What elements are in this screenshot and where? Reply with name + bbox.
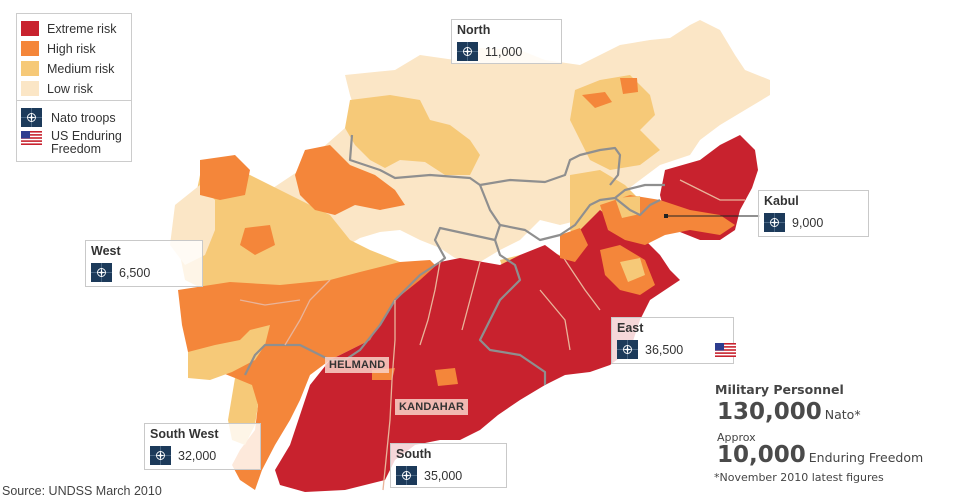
callout-east: East 36,500 [611, 317, 737, 364]
region-high-risk-west-patch [240, 225, 275, 255]
region-high-risk-north-patch1 [582, 92, 612, 108]
legend-label: Nato troops [51, 110, 116, 125]
nato-total-suffix: Nato* [824, 407, 861, 422]
province-label-kandahar: KANDAHAR [395, 399, 469, 415]
us-label-line1: US Enduring [51, 129, 122, 143]
us-flag-icon [21, 131, 42, 145]
legend-label: Low risk [47, 81, 93, 96]
region-troop-count: 35,000 [424, 468, 463, 483]
nato-total-value: 130,000 [717, 399, 822, 425]
regional-command-borders [244, 134, 665, 385]
region-troop-count: 32,000 [178, 448, 217, 463]
region-high-risk-east-strip [560, 228, 588, 262]
region-troop-count: 9,000 [792, 215, 824, 230]
medium-risk-swatch [21, 61, 39, 76]
region-troop-count: 36,500 [645, 342, 684, 357]
region-medium-risk-nimroz-patch [188, 325, 270, 380]
summary-heading: Military Personnel [715, 382, 844, 397]
us-label-line2: Freedom [51, 142, 102, 156]
province-label-helmand: HELMAND [325, 357, 390, 373]
province-borders [239, 179, 745, 491]
nato-compass-icon [617, 340, 638, 359]
map-legend: Extreme risk High risk Medium risk Low r… [16, 13, 132, 162]
legend-label: US Enduring Freedom [51, 130, 122, 156]
region-troop-count: 6,500 [119, 265, 151, 280]
region-medium-risk-north [345, 95, 480, 175]
legend-item-low-risk: Low risk [21, 81, 93, 96]
legend-item-high-risk: High risk [21, 41, 96, 56]
region-troops-row: 11,000 [457, 42, 522, 61]
region-high-risk-kandahar-patch [435, 368, 458, 386]
callout-west: West 6,500 [85, 240, 203, 287]
region-medium-risk-east-patch [620, 258, 645, 282]
callout-kabul: Kabul 9,000 [758, 190, 869, 237]
nato-compass-icon [91, 263, 112, 282]
kabul-pointer-dot [664, 214, 668, 218]
nato-compass-icon [150, 446, 171, 465]
region-troops-row: 32,000 [150, 446, 216, 465]
nato-compass-icon [21, 108, 42, 127]
nato-total-row: 130,000 Nato* [717, 399, 861, 425]
region-troops-row: 36,500 [617, 340, 737, 359]
us-flag-icon [715, 342, 737, 357]
legend-item-medium-risk: Medium risk [21, 61, 114, 76]
legend-item-extreme-risk: Extreme risk [21, 21, 116, 36]
region-name: West [91, 244, 121, 258]
legend-label: High risk [47, 41, 96, 56]
region-high-risk-badghis [295, 145, 405, 215]
oef-total-suffix: Enduring Freedom [808, 450, 924, 465]
region-name: South West [150, 427, 219, 441]
legend-label: Extreme risk [47, 21, 117, 36]
source-credit: Source: UNDSS March 2010 [2, 484, 162, 498]
callout-north: North 11,000 [451, 19, 562, 64]
approx-label: Approx [717, 431, 756, 444]
callout-south-west: South West 32,000 [144, 423, 261, 470]
summary-footnote: *November 2010 latest figures [714, 471, 884, 484]
region-high-risk-southwest [178, 260, 440, 490]
extreme-risk-swatch [21, 21, 39, 36]
legend-divider [17, 100, 131, 101]
oef-total-value: 10,000 [717, 442, 806, 468]
region-troop-count: 11,000 [485, 44, 523, 59]
nato-compass-icon [764, 213, 785, 232]
region-name: South [396, 447, 432, 461]
region-high-risk-north-patch2 [620, 78, 638, 94]
legend-item-nato: Nato troops [21, 108, 116, 127]
callout-south: South 35,000 [390, 443, 507, 488]
region-high-risk-west-small [200, 155, 250, 200]
region-troops-row: 6,500 [91, 263, 150, 282]
region-name: East [617, 321, 644, 335]
low-risk-swatch [21, 81, 39, 96]
oef-total-row: 10,000 Enduring Freedom [717, 442, 923, 468]
region-medium-risk-west [180, 170, 430, 292]
region-name: North [457, 23, 491, 37]
nato-compass-icon [457, 42, 478, 61]
region-troops-row: 35,000 [396, 466, 462, 485]
nato-compass-icon [396, 466, 417, 485]
high-risk-swatch [21, 41, 39, 56]
legend-item-us-oef: US Enduring Freedom [21, 130, 122, 156]
region-name: Kabul [764, 194, 799, 208]
region-troops-row: 9,000 [764, 213, 823, 232]
legend-label: Medium risk [47, 61, 115, 76]
